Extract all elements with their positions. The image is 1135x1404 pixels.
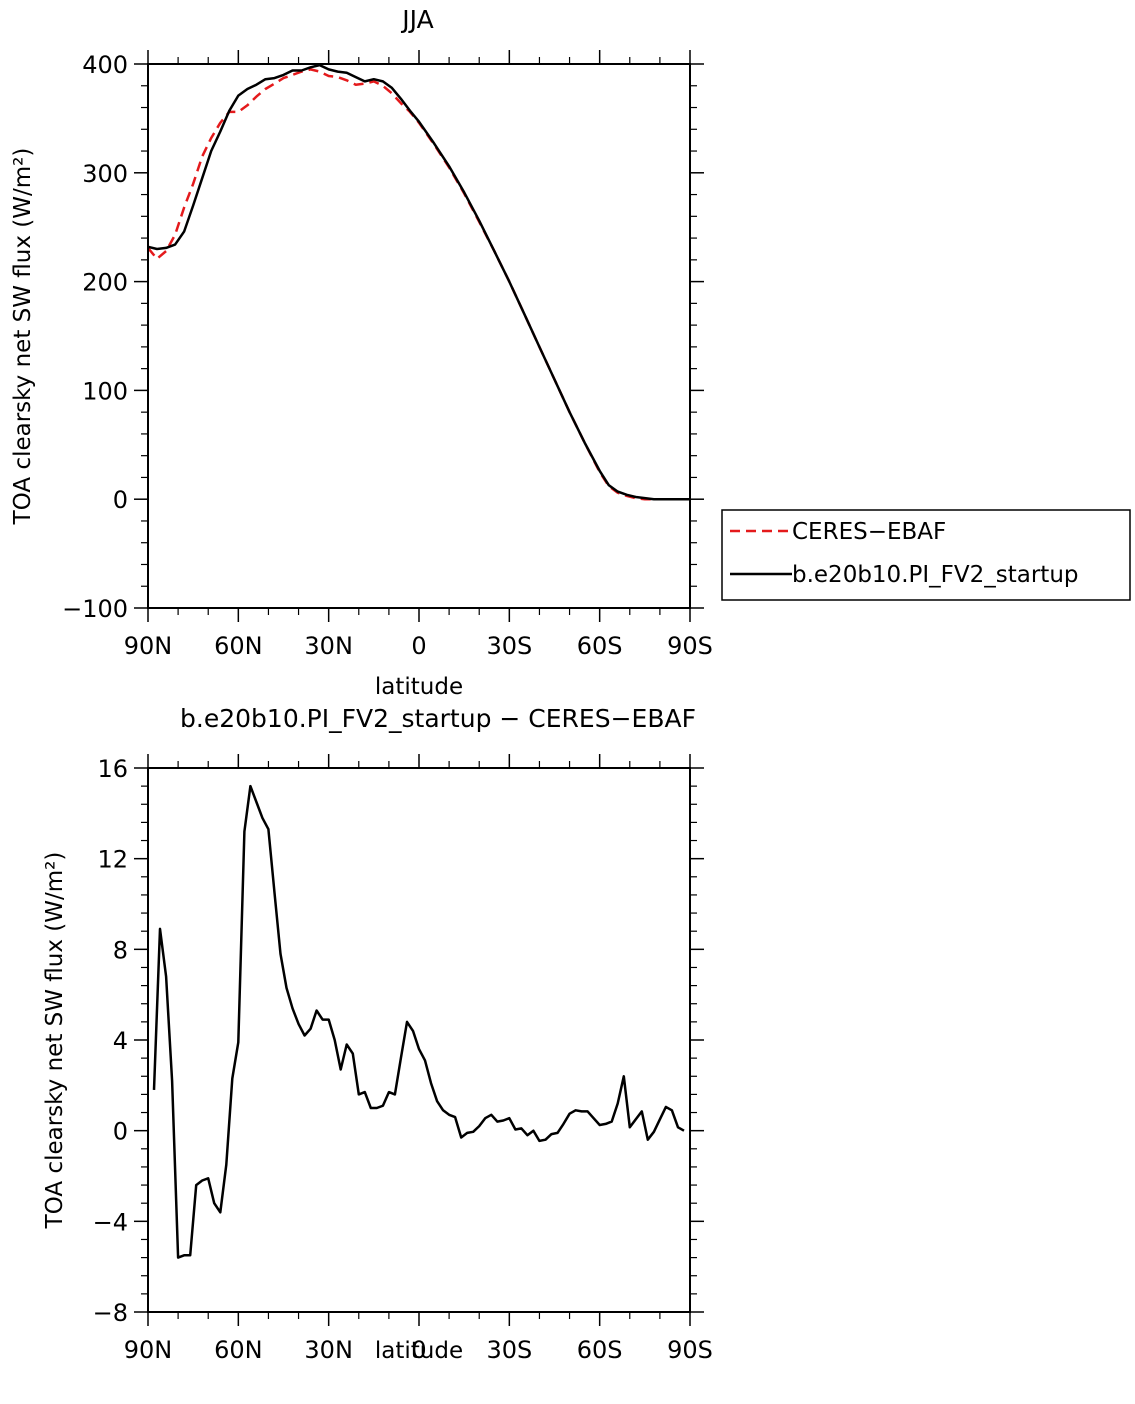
- x-tick-label: 0: [411, 632, 426, 660]
- y-tick-label: 0: [113, 486, 128, 514]
- y-axis-label: TOA clearsky net SW flux (W/m²): [42, 852, 68, 1230]
- x-tick-label: 60S: [577, 1336, 623, 1364]
- x-tick-label: 30N: [304, 632, 353, 660]
- x-tick-label: 90N: [124, 632, 173, 660]
- top-panel: JJA 400 300 200 100 0 −100 90N 60N 30N 0 30S 60S 90…: [10, 5, 713, 700]
- x-tick-label: 60N: [214, 1336, 263, 1364]
- plot-frame: [147, 767, 691, 1313]
- chart-title: b.e20b10.PI_FV2_startup − CERES−EBAF: [180, 704, 696, 733]
- x-tick-label: 30S: [486, 1336, 532, 1364]
- x-tick-label: 30S: [486, 632, 532, 660]
- plot-frame: [147, 63, 691, 609]
- x-tick-label: 30N: [304, 1336, 353, 1364]
- y-tick-label: 8: [113, 936, 128, 964]
- x-tick-label: 60N: [214, 632, 263, 660]
- x-tick-label: 90S: [667, 1336, 713, 1364]
- series-line-b-e20b10-pi-fv2-startup: [147, 63, 690, 501]
- y-tick-label: 400: [82, 51, 128, 79]
- legend-box: [721, 509, 1131, 601]
- legend: CERES−EBAF b.e20b10.PI_FV2_startup: [721, 509, 1131, 601]
- y-tick-label: −4: [93, 1208, 128, 1236]
- x-tick-label: 60S: [577, 632, 623, 660]
- y-tick-label: 100: [82, 377, 128, 405]
- y-axis-label: TOA clearsky net SW flux (W/m²): [10, 148, 36, 526]
- y-tick-label: 300: [82, 160, 128, 188]
- x-axis-label: latitude: [375, 1338, 463, 1364]
- y-tick-label: 12: [97, 846, 128, 874]
- y-tick-label: 200: [82, 269, 128, 297]
- y-tick-label: 0: [113, 1118, 128, 1146]
- legend-label-ceres-ebaf: CERES−EBAF: [792, 519, 946, 545]
- series-line-0: [152, 784, 685, 1259]
- x-tick-label: 0: [411, 1336, 426, 1364]
- bottom-panel: b.e20b10.PI_FV2_startup − CERES−EBAF 16 1…: [42, 704, 713, 1364]
- y-tick-label: 16: [97, 755, 128, 783]
- y-tick-label: −100: [62, 595, 128, 623]
- x-tick-label: 90N: [124, 1336, 173, 1364]
- y-tick-label: 4: [113, 1027, 128, 1055]
- chart-title: JJA: [400, 5, 433, 34]
- series-line-ceres-ebaf: [147, 68, 690, 501]
- x-axis-label: latitude: [375, 674, 463, 700]
- x-tick-label: 90S: [667, 632, 713, 660]
- legend-label-model: b.e20b10.PI_FV2_startup: [792, 562, 1079, 588]
- y-tick-label: −8: [93, 1299, 128, 1327]
